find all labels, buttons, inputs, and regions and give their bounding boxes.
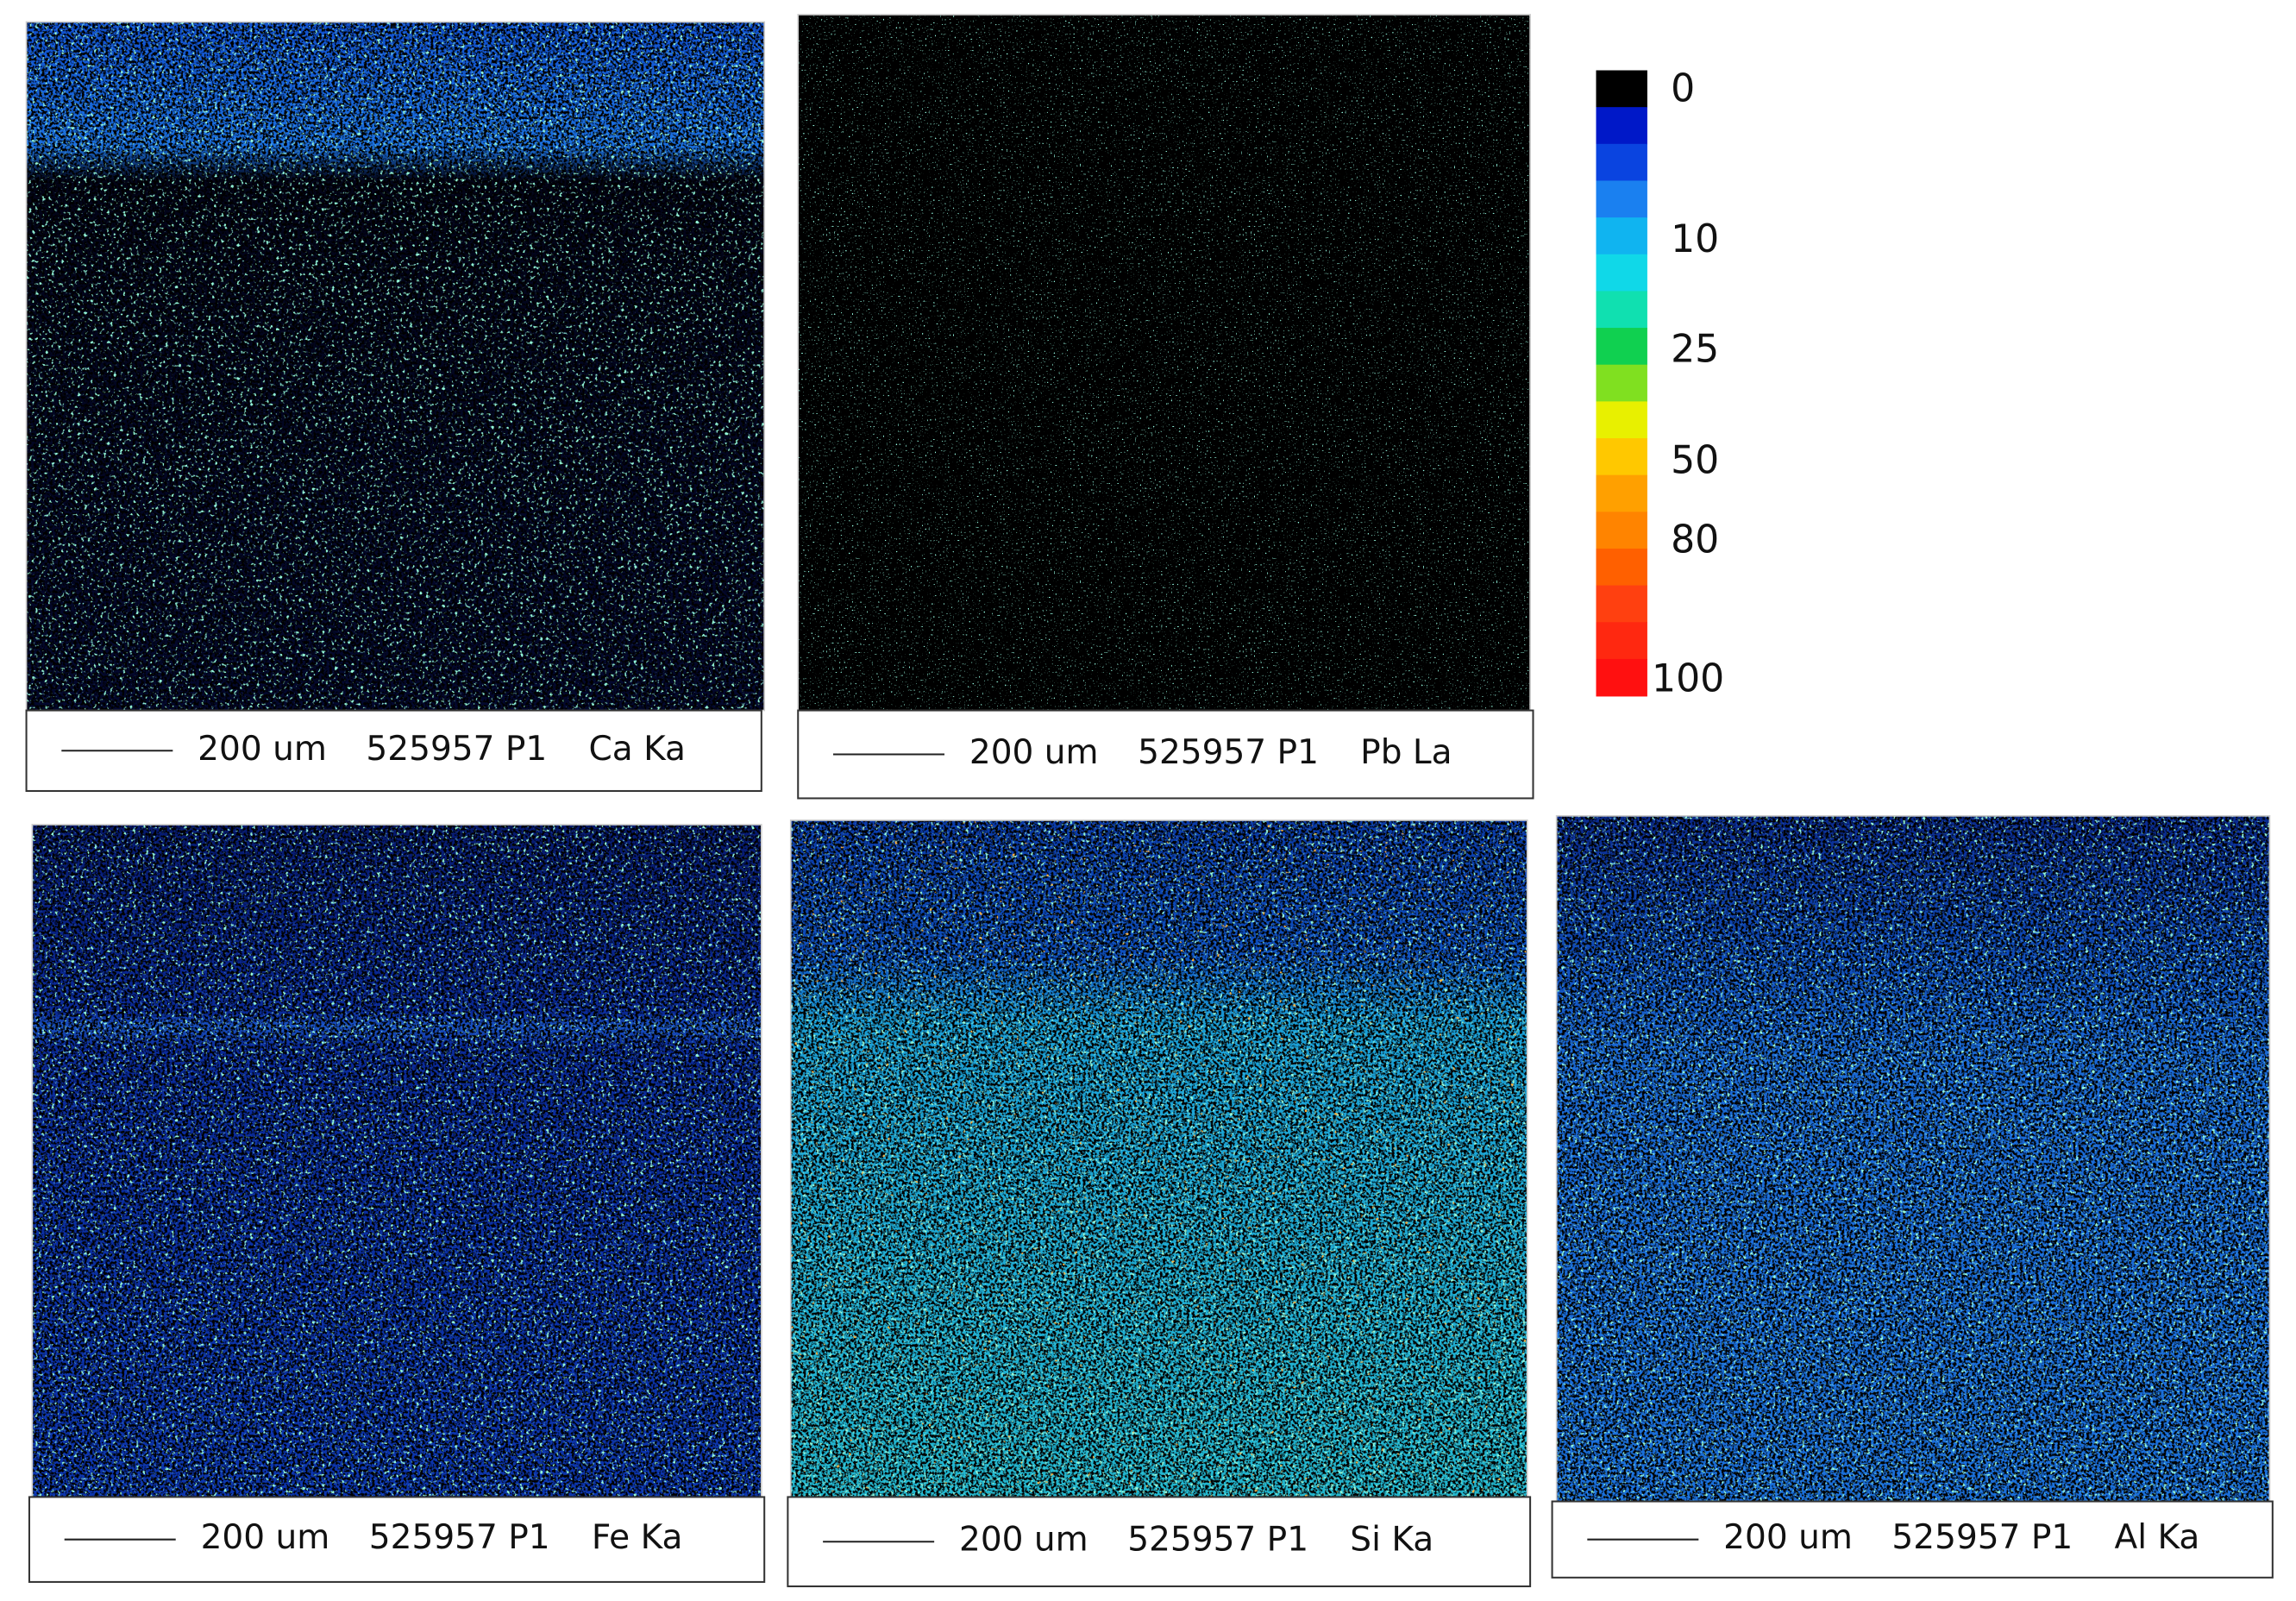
map-panel: 200 um 525957 P1 Pb La (797, 14, 1534, 800)
scale-label: 200 um (1723, 1518, 1853, 1557)
colorbar-step (1596, 585, 1647, 624)
colorbar-step (1596, 107, 1647, 145)
scale-label: 200 um (959, 1521, 1088, 1560)
colorbar-step (1596, 254, 1647, 292)
colorbar-step (1596, 291, 1647, 329)
map-texture (798, 14, 1531, 711)
element-label: Si Ka (1350, 1521, 1433, 1560)
map-panel: 200 um 525957 P1 Si Ka (787, 819, 1532, 1588)
sample-label: 525957 P1 (366, 730, 547, 769)
colorbar-step (1596, 438, 1647, 476)
colorbar-step (1596, 364, 1647, 403)
colorbar-step (1596, 143, 1647, 182)
scale-label: 200 um (198, 730, 327, 769)
element-label: Pb La (1360, 733, 1452, 772)
element-label: Al Ka (2114, 1518, 2199, 1557)
sample-label: 525957 P1 (1891, 1518, 2073, 1557)
colorbar-step (1596, 548, 1647, 587)
colorbar-step (1596, 217, 1647, 255)
colorbar-step (1596, 512, 1647, 549)
colorbar-step (1596, 622, 1647, 660)
sample-label: 525957 P1 (1138, 733, 1319, 772)
colorbar: 0 10 25 50 80 100 (1596, 66, 1724, 701)
map-texture (32, 825, 762, 1497)
sample-label: 525957 P1 (369, 1518, 550, 1557)
colorbar-step (1596, 474, 1647, 513)
scale-label: 200 um (201, 1518, 330, 1557)
colorbar-tick-label: 100 (1652, 657, 1724, 701)
map-panel: 200 um 525957 P1 Fe Ka (28, 824, 766, 1583)
map-texture (26, 22, 765, 711)
scale-label: 200 um (969, 733, 1099, 772)
map-panel: 200 um 525957 P1 Al Ka (1551, 814, 2274, 1579)
colorbar-tick-label: 0 (1671, 66, 1695, 110)
colorbar-tick-label: 50 (1671, 439, 1719, 483)
colorbar-tick-label: 10 (1671, 217, 1719, 261)
panels: 200 um 525957 P1 Ca Ka 200 um 525957 P1 Pb La… (25, 14, 2274, 1588)
colorbar-tick-label: 80 (1671, 518, 1719, 562)
colorbar-step (1596, 180, 1647, 218)
sample-label: 525957 P1 (1127, 1521, 1308, 1560)
map-texture (790, 819, 1528, 1497)
map-panel: 200 um 525957 P1 Ca Ka (25, 21, 766, 792)
colorbar-step (1596, 401, 1647, 439)
element-label: Fe Ka (592, 1518, 683, 1557)
element-label: Ca Ka (588, 730, 685, 769)
colorbar-step (1596, 328, 1647, 366)
colorbar-step (1596, 658, 1647, 697)
colorbar-step (1596, 70, 1647, 109)
colorbar-tick-label: 25 (1671, 328, 1719, 372)
map-texture (1556, 815, 2270, 1502)
